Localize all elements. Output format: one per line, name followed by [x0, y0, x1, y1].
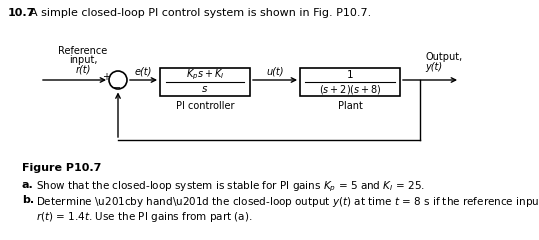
Text: $K_p s+K_I$: $K_p s+K_I$: [186, 68, 224, 82]
Text: e(t): e(t): [135, 66, 152, 76]
Text: $(s+2)(s+8)$: $(s+2)(s+8)$: [319, 83, 382, 96]
Text: PI controller: PI controller: [176, 101, 234, 111]
Text: −: −: [113, 83, 121, 93]
Text: r(t): r(t): [75, 64, 91, 74]
Text: Show that the closed-loop system is stable for PI gains $K_p$ = 5 and $K_I$ = 25: Show that the closed-loop system is stab…: [36, 180, 425, 194]
Text: 1: 1: [347, 70, 353, 80]
Text: 10.7: 10.7: [8, 8, 36, 18]
Text: Output,: Output,: [425, 52, 462, 62]
Text: $r(t)$ = 1.4$t$. Use the PI gains from part (a).: $r(t)$ = 1.4$t$. Use the PI gains from p…: [36, 210, 253, 224]
Text: u(t): u(t): [266, 66, 284, 76]
Text: Determine \u201cby hand\u201d the closed-loop output $y(t)$ at time $t$ = 8 s if: Determine \u201cby hand\u201d the closed…: [36, 195, 539, 209]
Text: A simple closed-loop PI control system is shown in Fig. P10.7.: A simple closed-loop PI control system i…: [30, 8, 371, 18]
Bar: [300, 68, 400, 96]
Text: Figure P10.7: Figure P10.7: [22, 163, 101, 173]
Text: input,: input,: [69, 55, 97, 65]
Text: a.: a.: [22, 180, 34, 190]
Text: Plant: Plant: [337, 101, 362, 111]
Text: +: +: [102, 72, 110, 82]
Text: Reference: Reference: [58, 46, 108, 56]
Text: y(t): y(t): [425, 62, 442, 72]
Bar: [160, 68, 250, 96]
Text: $s$: $s$: [202, 84, 209, 94]
Text: b.: b.: [22, 195, 34, 205]
